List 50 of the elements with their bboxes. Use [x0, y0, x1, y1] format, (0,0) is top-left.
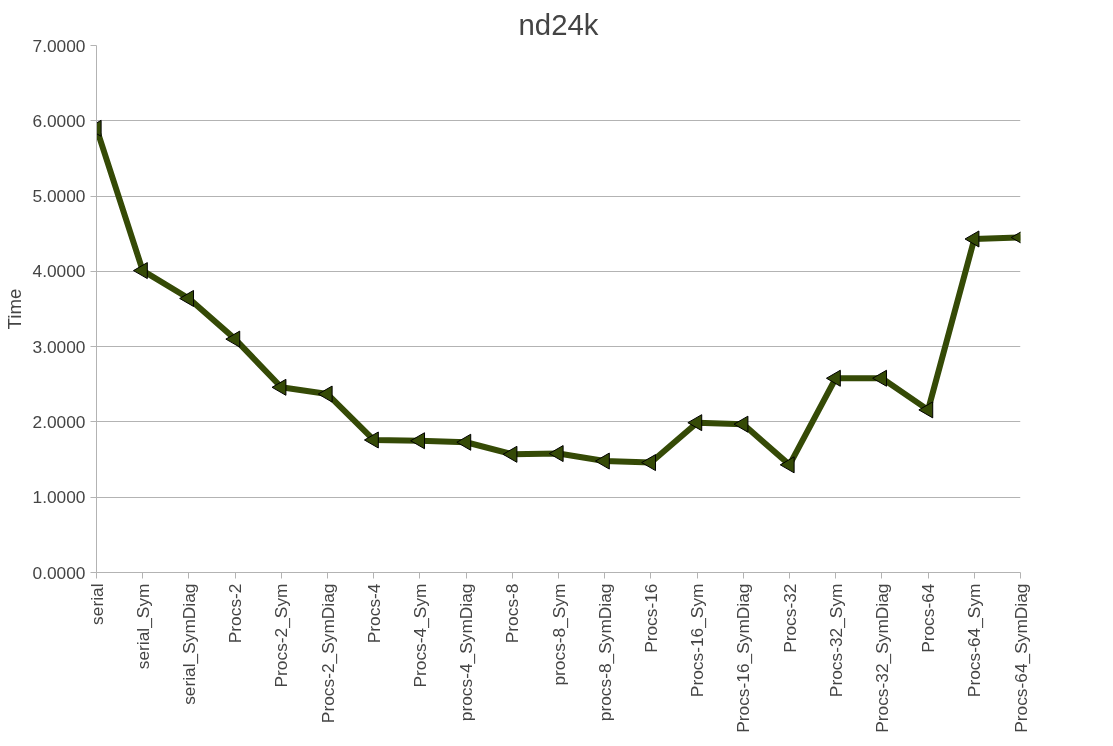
x-tick-label: Procs-4_Sym [409, 583, 430, 688]
x-tick-label: Procs-16 [640, 583, 661, 653]
x-tick-label: Procs-8 [502, 583, 523, 644]
y-axis-title: Time [3, 288, 25, 330]
point [271, 378, 287, 396]
point [502, 445, 518, 463]
point [641, 454, 657, 472]
y-tick-label: 6.0000 [32, 110, 86, 131]
x-tick-label: procs-8_SymDiag [594, 583, 615, 722]
y-tick-label: 4.0000 [32, 261, 86, 282]
x-tick-label: Procs-32_SymDiag [871, 583, 892, 733]
x-tick-label: procs-8_Sym [548, 583, 569, 686]
point [225, 330, 241, 348]
x-tick-label: procs-4_SymDiag [456, 583, 477, 722]
point [179, 289, 195, 307]
y-tick-label: 0.0000 [32, 562, 86, 583]
x-tick-label: Procs-2_Sym [271, 583, 292, 688]
x-tick-label: Procs-16_SymDiag [733, 583, 754, 733]
point [872, 369, 888, 387]
x-tick-label: Procs-64_Sym [964, 583, 985, 698]
point [410, 432, 426, 450]
point [733, 415, 749, 433]
y-tick-label: 3.0000 [32, 336, 86, 357]
y-tick-label: 2.0000 [32, 411, 86, 432]
x-tick-label: Procs-2_SymDiag [317, 583, 338, 724]
x-tick-label: Procs-64 [918, 583, 939, 653]
y-tick-label: 5.0000 [32, 186, 86, 207]
point [918, 401, 934, 419]
x-tick-label: Procs-32_Sym [825, 583, 846, 698]
x-tick-label: serial_SymDiag [178, 583, 199, 705]
point [687, 414, 703, 432]
point [132, 262, 148, 280]
point [317, 385, 333, 403]
x-tick-label: Procs-32 [779, 583, 800, 653]
x-tick-label: Procs-64_SymDiag [1010, 583, 1031, 733]
x-tick-label: serial [86, 583, 107, 625]
point [825, 369, 841, 387]
point [594, 452, 610, 470]
point [548, 445, 564, 463]
point [779, 456, 795, 474]
y-tick-label: 7.0000 [32, 35, 86, 56]
x-tick-label: Procs-2 [225, 583, 246, 644]
y-tick-label: 1.0000 [32, 487, 86, 508]
point [363, 431, 379, 449]
point [964, 230, 980, 248]
x-tick-label: Procs-4 [363, 583, 384, 644]
point [456, 433, 472, 451]
x-tick-label: serial_Sym [132, 583, 153, 670]
chart-title: nd24k [518, 7, 599, 41]
x-tick-label: Procs-16_Sym [687, 583, 708, 698]
